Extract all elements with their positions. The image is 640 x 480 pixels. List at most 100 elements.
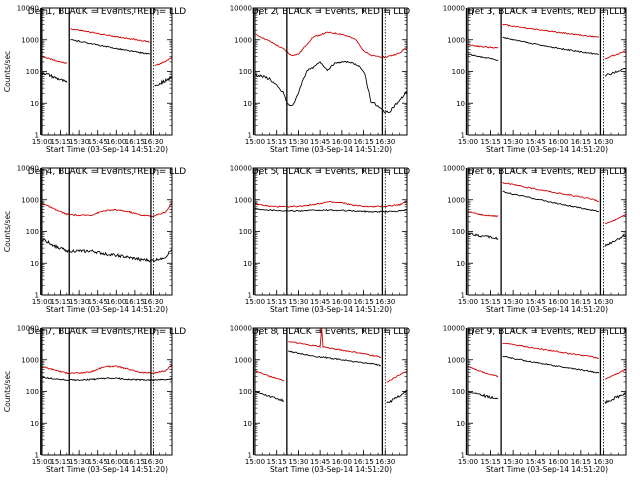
x-tick-label: 15:00 bbox=[32, 298, 52, 306]
marker bbox=[467, 9, 473, 15]
y-tick-label: 1 bbox=[248, 292, 252, 300]
x-tick-label: 16:30 bbox=[375, 298, 395, 306]
x-axis-label: Start Time (03-Sep-14 14:51:20) bbox=[270, 145, 392, 154]
series-line bbox=[255, 200, 407, 208]
x-tick-label: 16:30 bbox=[143, 138, 163, 146]
x-tick-label: 16:15 bbox=[571, 138, 591, 146]
x-axis-label: Start Time (03-Sep-14 14:51:20) bbox=[270, 305, 392, 314]
y-tick-label: 1 bbox=[248, 132, 252, 140]
panel-det-9: 1 10 100 1000 10000 15:00 15:15 15:30 15:45 16:00… bbox=[443, 325, 627, 474]
x-tick-label: 16:00 bbox=[548, 458, 568, 466]
y-tick-label: 1 bbox=[461, 132, 465, 140]
marker bbox=[384, 169, 390, 175]
x-axis-label: Start Time (03-Sep-14 14:51:20) bbox=[486, 145, 608, 154]
y-tick-label: 10 bbox=[30, 100, 39, 108]
series-line bbox=[42, 56, 68, 64]
y-tick-label: 10000 bbox=[17, 325, 39, 333]
x-tick-label: 15:00 bbox=[32, 458, 52, 466]
plot-frame bbox=[254, 327, 408, 456]
x-tick-label: 15:30 bbox=[503, 298, 523, 306]
x-tick-label: 15:00 bbox=[458, 458, 478, 466]
x-tick-label: 15:15 bbox=[267, 458, 287, 466]
panel-title: Det 8, BLACK = Events, RED = LLD bbox=[252, 327, 411, 337]
panel-title: Det 5, BLACK = Events, RED = LLD bbox=[252, 167, 411, 177]
x-tick-label: 15:00 bbox=[245, 458, 265, 466]
panel-det-7: 1 10 100 1000 10000 15:0015:1515:3015:4516:00… bbox=[3, 325, 186, 475]
marker bbox=[41, 329, 48, 335]
x-tick-label: 15:30 bbox=[503, 458, 523, 466]
y-tick-label: 1 bbox=[35, 292, 39, 300]
x-tick-label: 15:45 bbox=[310, 138, 330, 146]
x-tick-label: 15:15 bbox=[50, 458, 70, 466]
x-tick-label: 15:15 bbox=[480, 298, 500, 306]
series-line bbox=[255, 370, 285, 382]
panel-det-4: 1 10 100 1000 10000 15:0015:1515:3015:4516:00… bbox=[3, 165, 186, 315]
x-tick-label: 15:00 bbox=[245, 138, 265, 146]
series-line bbox=[287, 350, 382, 367]
y-tick-label: 10000 bbox=[443, 325, 465, 333]
x-tick-label: 16:00 bbox=[106, 458, 126, 466]
series-line bbox=[502, 355, 600, 374]
x-tick-label: 16:15 bbox=[125, 138, 145, 146]
marker bbox=[602, 329, 608, 335]
plot-frame bbox=[254, 7, 408, 136]
series-line bbox=[468, 390, 499, 400]
y-tick-label: 10 bbox=[456, 420, 465, 428]
x-tick-label: 15:45 bbox=[310, 298, 330, 306]
x-tick-label: 15:30 bbox=[288, 138, 308, 146]
marker bbox=[152, 329, 159, 335]
series-line bbox=[604, 234, 626, 247]
series-line bbox=[604, 213, 626, 225]
series-line bbox=[42, 71, 68, 83]
x-tick-label: 15:45 bbox=[526, 138, 546, 146]
x-tick-label: 15:30 bbox=[69, 458, 89, 466]
panel-det-3: 1 10 100 1000 10000 15:00 15:15 15:30 15:45 16:00… bbox=[443, 5, 627, 154]
x-tick-label: 16:15 bbox=[353, 138, 373, 146]
series-line bbox=[255, 208, 407, 213]
x-tick-label: 16:00 bbox=[332, 138, 352, 146]
series-line bbox=[604, 391, 626, 405]
panel-title: Det 9, BLACK = Events, RED = LLD bbox=[468, 327, 627, 337]
y-tick-label: 1000 bbox=[234, 36, 252, 44]
panel-title: Det 4, BLACK = Events, RED = LLD bbox=[28, 167, 187, 177]
panel-title: Det 7, BLACK = Events, RED = LLD bbox=[28, 327, 187, 337]
series-line bbox=[468, 232, 499, 241]
panel-title: Det 2, BLACK = Events, RED = LLD bbox=[252, 7, 411, 17]
y-tick-label: 100 bbox=[452, 388, 465, 396]
series-line bbox=[604, 67, 626, 77]
x-tick-label: 16:15 bbox=[571, 298, 591, 306]
y-tick-label: 10000 bbox=[230, 165, 252, 173]
series-line bbox=[255, 391, 285, 402]
y-tick-label: 100 bbox=[239, 68, 252, 76]
marker bbox=[467, 329, 473, 335]
x-tick-label: 16:30 bbox=[593, 298, 613, 306]
y-tick-label: 10000 bbox=[17, 165, 39, 173]
x-tick-label: 15:15 bbox=[50, 298, 70, 306]
marker bbox=[384, 329, 390, 335]
y-tick-label: 10 bbox=[456, 260, 465, 268]
x-tick-label: 16:00 bbox=[106, 298, 126, 306]
series-line bbox=[502, 190, 600, 213]
x-tick-label: 16:00 bbox=[548, 138, 568, 146]
y-tick-label: 10 bbox=[30, 420, 39, 428]
x-tick-label: 16:15 bbox=[125, 458, 145, 466]
panel-title: Det 3, BLACK = Events, RED = LLD bbox=[468, 7, 627, 17]
y-axis-label: Counts/sec bbox=[3, 51, 12, 92]
y-tick-label: 100 bbox=[26, 68, 39, 76]
y-tick-label: 10000 bbox=[230, 325, 252, 333]
y-tick-label: 10000 bbox=[443, 5, 465, 13]
plot-frame bbox=[467, 327, 627, 456]
x-axis-label: Start Time (03-Sep-14 14:51:20) bbox=[486, 465, 608, 474]
marker bbox=[254, 9, 260, 15]
x-axis-label: Start Time (03-Sep-14 14:51:20) bbox=[270, 465, 392, 474]
x-tick-label: 15:30 bbox=[69, 298, 89, 306]
x-tick-label: 16:15 bbox=[353, 458, 373, 466]
series-line bbox=[468, 53, 499, 61]
series-line bbox=[154, 57, 172, 67]
y-tick-label: 100 bbox=[26, 388, 39, 396]
x-axis-label: Start Time (03-Sep-14 14:51:20) bbox=[46, 305, 168, 314]
marker bbox=[254, 329, 260, 335]
x-tick-label: 15:45 bbox=[310, 458, 330, 466]
series-line bbox=[255, 31, 407, 59]
